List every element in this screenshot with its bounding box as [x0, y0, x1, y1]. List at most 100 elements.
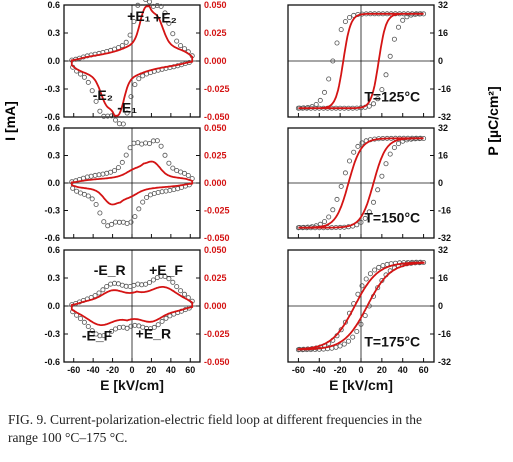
y2-tick-label: 0: [438, 301, 443, 311]
x-tick-label: -60: [67, 365, 80, 375]
y2-tick-label: -0.050: [204, 112, 230, 122]
x-axis-label: E [kV/cm]: [329, 377, 393, 393]
data-point: [154, 138, 160, 144]
data-point: [321, 219, 327, 225]
data-point: [166, 160, 172, 166]
data-point: [334, 196, 340, 202]
data-point: [84, 174, 90, 180]
y2-tick-label: -16: [438, 206, 451, 216]
data-point: [113, 219, 119, 225]
data-point: [162, 152, 168, 158]
annotation-label: T=125°C: [364, 88, 420, 104]
x-tick-label: -40: [87, 365, 100, 375]
data-point: [174, 284, 180, 290]
data-point: [85, 79, 91, 85]
data-point: [178, 43, 184, 49]
data-point: [338, 183, 344, 189]
y2-tick-label: -0.025: [204, 84, 230, 94]
data-point: [101, 113, 107, 119]
y2-tick-label: 32: [438, 245, 448, 255]
data-point: [93, 98, 99, 104]
data-point: [355, 143, 361, 149]
y2-tick-label: -0.025: [204, 329, 230, 339]
data-point: [383, 72, 389, 78]
data-point: [140, 199, 146, 205]
data-point: [147, 0, 152, 5]
data-point: [158, 143, 164, 149]
data-point: [119, 159, 125, 165]
x-tick-label: 60: [419, 365, 429, 375]
data-point: [359, 140, 365, 146]
fitted-series: [70, 286, 194, 326]
x-tick-label: -20: [334, 365, 347, 375]
data-point: [93, 331, 99, 337]
annotation-label: -E_F: [82, 328, 113, 344]
data-point: [330, 58, 336, 64]
data-point: [140, 73, 146, 79]
data-point: [178, 288, 184, 294]
y-tick-label: -0.6: [44, 112, 60, 122]
fitted-series: [298, 137, 424, 229]
data-point: [375, 187, 381, 193]
y2-tick-label: -32: [438, 357, 451, 367]
data-point: [143, 0, 149, 2]
data-point: [162, 10, 168, 16]
data-point: [387, 151, 393, 157]
data-point: [100, 287, 106, 293]
chart-panel-6: -60 -40 -20 0 20 40 60 32 16 0 -16 -32 E [kV/cm] T=17…: [287, 245, 451, 393]
y2-tick-label: -16: [438, 84, 451, 94]
data-point: [387, 53, 393, 59]
data-point: [113, 117, 119, 123]
data-point: [185, 172, 191, 178]
panels: 0.60.30.0-0.3-0.60.0500.0250.000-0.025-0…: [44, 0, 451, 393]
y2-tick-label: 0.000: [204, 178, 227, 188]
data-point: [81, 319, 87, 325]
data-point: [338, 27, 344, 33]
annotation-label: -E₂: [93, 87, 113, 103]
y2-tick-label: -0.050: [204, 233, 230, 243]
y2-tick-label: 16: [438, 28, 448, 38]
data-point: [158, 3, 164, 9]
y-tick-label: 0.0: [47, 56, 60, 66]
data-point: [363, 276, 369, 282]
data-point: [78, 316, 84, 322]
data-point: [146, 279, 152, 285]
data-point: [136, 206, 142, 212]
data-point: [166, 20, 172, 26]
y2-tick-label: -32: [438, 233, 451, 243]
data-point: [351, 149, 357, 155]
x-tick-label: 60: [185, 365, 195, 375]
fitted-series: [298, 12, 424, 110]
measured-series: [69, 138, 195, 229]
data-point: [346, 14, 352, 20]
data-point: [391, 145, 397, 151]
y2-tick-label: 0.050: [204, 123, 227, 133]
data-point: [317, 97, 323, 103]
data-point: [379, 173, 385, 179]
data-point: [376, 264, 382, 270]
data-point: [341, 341, 347, 347]
data-point: [326, 214, 332, 220]
data-point: [170, 165, 176, 171]
fitted-series: [70, 160, 194, 206]
data-point: [88, 173, 94, 179]
data-point: [136, 76, 142, 82]
x-tick-label: 0: [358, 365, 363, 375]
data-point: [162, 273, 168, 279]
data-point: [119, 43, 125, 49]
y2-tick-label: 0.000: [204, 301, 227, 311]
y-tick-label: 0.0: [47, 301, 60, 311]
y-tick-label: -0.6: [44, 233, 60, 243]
data-point: [89, 328, 95, 334]
y-tick-label: 0.6: [47, 123, 60, 133]
data-point: [108, 281, 114, 287]
data-point: [146, 141, 152, 147]
data-point: [104, 283, 110, 289]
data-point: [342, 19, 348, 25]
data-point: [370, 199, 376, 205]
data-point: [81, 74, 87, 80]
data-point: [74, 188, 80, 194]
data-point: [170, 31, 176, 37]
annotation-label: T=150°C: [364, 210, 420, 226]
data-point: [155, 322, 161, 328]
